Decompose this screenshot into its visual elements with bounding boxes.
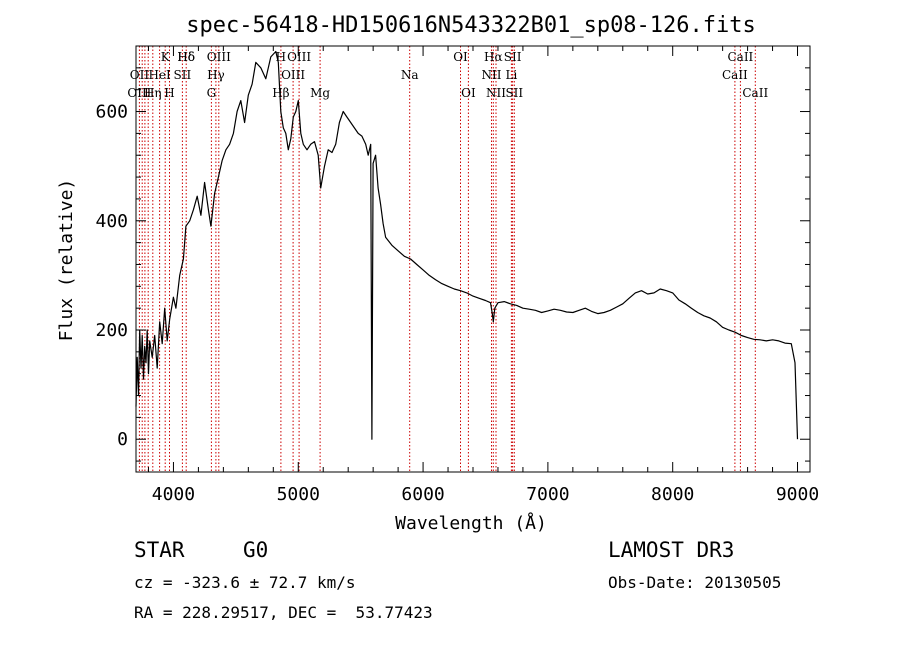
series-layer: [135, 50, 799, 440]
line-label-1: K: [161, 50, 171, 64]
line-label-5: OIII: [287, 50, 311, 64]
line-label-17: Li: [505, 68, 517, 82]
line-label-10: OII: [130, 68, 150, 82]
line-label-7: Hα: [484, 50, 503, 64]
line-label-13: Hγ: [207, 68, 225, 82]
line-label-2: Hδ: [177, 50, 195, 64]
line-label-28: CaII: [742, 86, 768, 100]
line-label-19: OIII: [127, 86, 151, 100]
x-tick-label-3: 7000: [526, 484, 569, 505]
line-label-12: SII: [174, 68, 192, 82]
line-label-18: CaII: [722, 68, 748, 82]
y-tick-label-2: 400: [95, 211, 128, 232]
object-subclass: G0: [243, 538, 269, 562]
observation-date: Obs-Date: 20130505: [608, 573, 782, 592]
line-label-15: Na: [401, 68, 419, 82]
x-tick-label-2: 6000: [401, 484, 444, 505]
y-tick-label-0: 0: [117, 429, 128, 450]
line-label-22: G: [207, 86, 217, 100]
line-label-8: SII: [504, 50, 522, 64]
y-axis-label: Flux (relative): [56, 179, 77, 342]
x-axis-label: Wavelength (Å): [395, 512, 547, 534]
line-label-24: Mg: [310, 86, 330, 100]
sky-coordinates: RA = 228.29517, DEC = 53.77423: [134, 603, 433, 622]
line-label-23: Hβ: [272, 86, 289, 100]
x-tick-label-1: 5000: [277, 484, 320, 505]
y-tick-label-3: 600: [95, 102, 128, 123]
survey-name: LAMOST DR3: [608, 538, 735, 562]
y-tick-label-1: 200: [95, 320, 128, 341]
line-marker-layer: [138, 46, 756, 472]
spectrum-series-line: [135, 50, 799, 440]
line-label-16: NII: [482, 68, 502, 82]
chart-title: spec-56418-HD150616N543322B01_sp08-126.f…: [186, 13, 756, 38]
x-tick-label-5: 9000: [776, 484, 819, 505]
redshift-cz: cz = -323.6 ± 72.7 km/s: [134, 573, 356, 592]
line-label-4: H: [276, 50, 286, 64]
line-label-0: Hδ: [177, 50, 195, 64]
line-label-9: CaII: [727, 50, 753, 64]
object-class: STAR: [134, 538, 185, 562]
line-label-25: OI: [461, 86, 476, 100]
line-label-6: OI: [453, 50, 468, 64]
line-label-20: Hη: [144, 86, 162, 100]
x-tick-label-0: 4000: [152, 484, 195, 505]
line-label-3: OIII: [207, 50, 231, 64]
line-label-27: SII: [505, 86, 523, 100]
axis-layer: 4000 5000 6000 7000 8000 9000 0 200 400 600: [95, 46, 819, 505]
line-label-14: OIII: [281, 68, 305, 82]
line-label-11: HeI: [148, 68, 171, 82]
line-label-26: NII: [486, 86, 506, 100]
line-label-21: H: [164, 86, 174, 100]
x-tick-label-4: 8000: [651, 484, 694, 505]
